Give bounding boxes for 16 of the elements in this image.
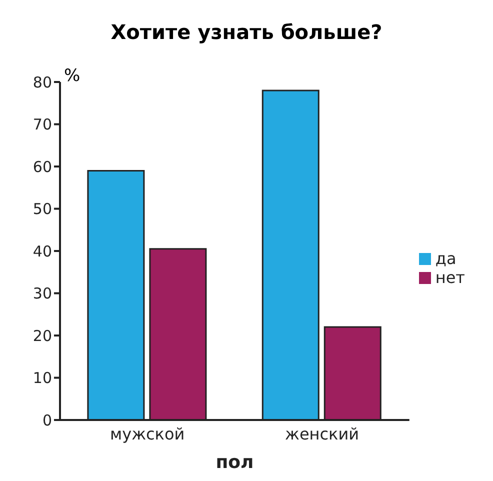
chart-title: Хотите узнать больше?: [110, 19, 384, 46]
y-tick-label: 60: [32, 158, 52, 176]
x-tick-label: женский: [285, 424, 360, 444]
y-tick-label: 80: [32, 73, 52, 92]
y-tick-label: 20: [32, 326, 52, 345]
y-axis-title: %: [64, 66, 80, 86]
y-tick-label: 0: [42, 411, 52, 430]
y-tick-label: 50: [32, 200, 52, 218]
legend-label: да: [435, 248, 456, 268]
x-tick-label: мужской: [110, 424, 185, 444]
y-tick-label: 30: [32, 284, 52, 303]
legend-label: нет: [435, 268, 465, 286]
x-axis-title: пол: [216, 452, 254, 473]
y-tick-label: 70: [32, 116, 52, 134]
y-tick-label: 10: [32, 369, 52, 388]
y-tick-label: 40: [32, 242, 52, 260]
